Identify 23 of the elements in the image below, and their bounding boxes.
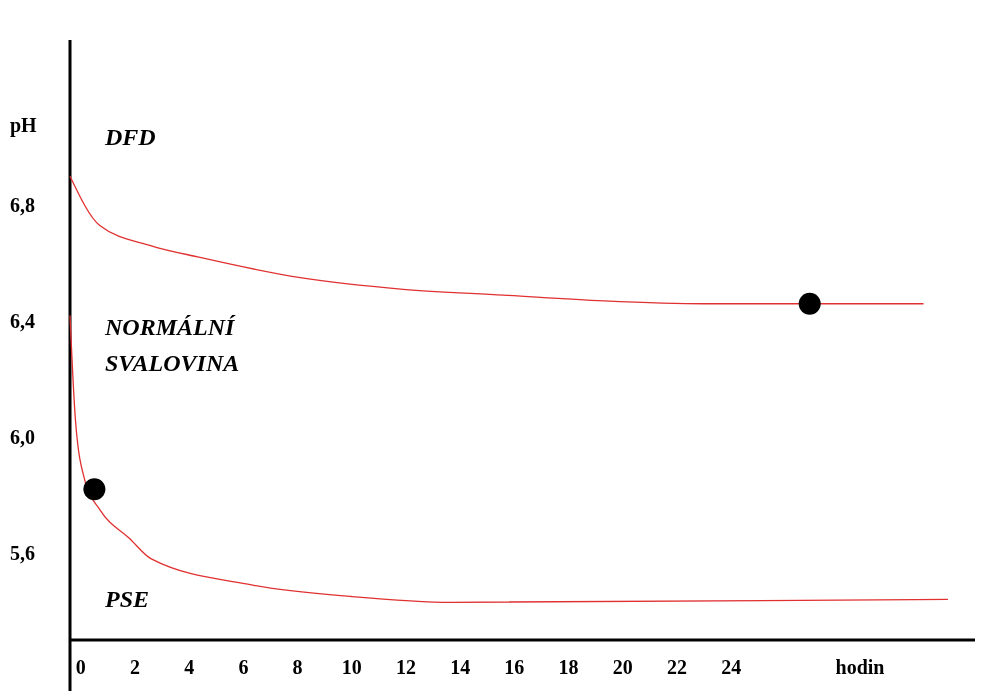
x-tick-label: 10 [341, 656, 362, 678]
x-tick-label: 6 [238, 656, 249, 678]
x-tick-label: 24 [721, 656, 742, 678]
line-series [69, 175, 925, 305]
x-tick-label: 12 [395, 656, 416, 678]
y-axis-title: pH [10, 114, 38, 137]
y-tick-label: 5,6 [10, 542, 35, 565]
x-tick-label: 0 [75, 656, 86, 678]
x-tick-label: 14 [450, 656, 471, 678]
y-tick-label: 6,8 [10, 194, 35, 217]
x-tick-label: 16 [504, 656, 525, 678]
annotation: DFD [104, 124, 156, 150]
x-tick-label: 8 [292, 656, 303, 678]
x-axis-title: hodin [835, 656, 885, 678]
x-tick-label: 4 [184, 656, 195, 678]
x-tick-label: 2 [130, 656, 141, 678]
y-tick-label: 6,0 [10, 426, 35, 449]
x-tick-label: 20 [612, 656, 633, 678]
annotation: PSE [104, 586, 150, 612]
y-tick-label: 6,4 [10, 310, 35, 333]
x-tick-label: 22 [666, 656, 687, 678]
annotation: NORMÁLNÍ SVALOVINA [104, 314, 240, 376]
x-tick-label: 18 [558, 656, 579, 678]
